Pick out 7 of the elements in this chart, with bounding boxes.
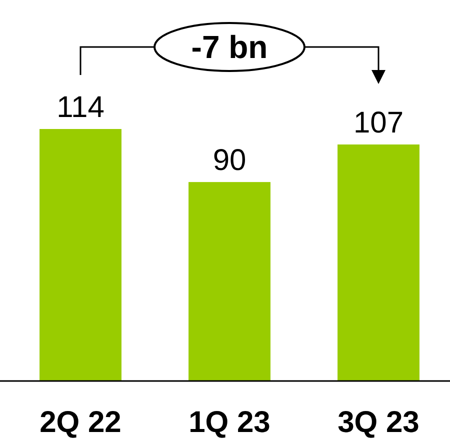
text: -7 bn [191,29,268,65]
data-label: 114 [56,91,104,124]
data-label: 90 [212,144,246,178]
x-tick-label: 2Q 22 [40,406,122,439]
data-label: 107 [353,106,404,140]
x-tick-label: 1Q 23 [188,406,270,439]
x-tick-label: 3Q 23 [338,406,420,439]
